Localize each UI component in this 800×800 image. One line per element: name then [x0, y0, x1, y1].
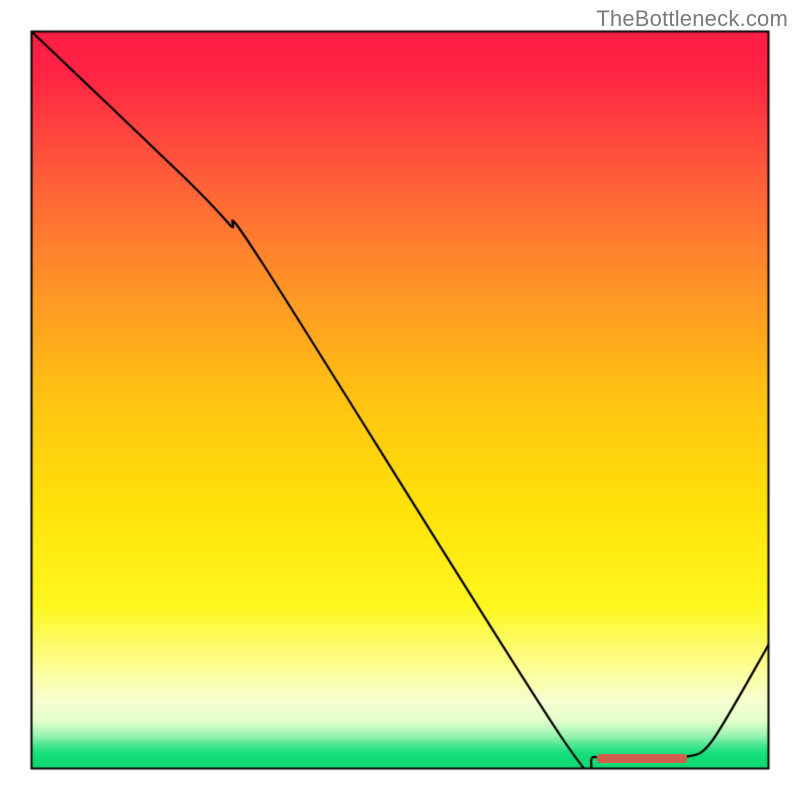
gradient-line-chart	[0, 0, 800, 800]
watermark-text: TheBottleneck.com	[596, 6, 788, 32]
chart-container: TheBottleneck.com	[0, 0, 800, 800]
bottleneck-range-marker	[597, 754, 687, 763]
